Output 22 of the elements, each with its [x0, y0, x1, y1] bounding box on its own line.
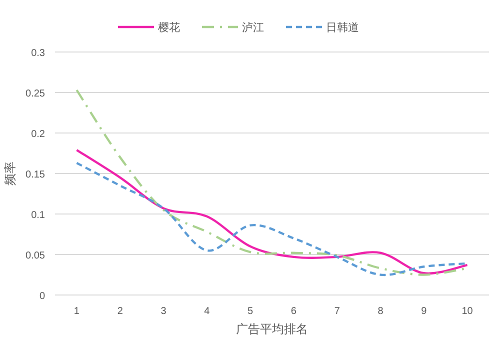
x-tick-label: 9	[421, 306, 428, 317]
x-tick-label: 2	[117, 306, 124, 317]
y-tick-label: 0.15	[26, 170, 46, 180]
x-axis-title: 广告平均排名	[236, 322, 308, 336]
x-tick-label: 3	[160, 306, 167, 317]
y-tick-label: 0.25	[26, 88, 46, 100]
legend-label: 日韩道	[326, 21, 359, 34]
x-tick-label: 5	[248, 306, 254, 317]
x-tick-label: 1	[74, 306, 80, 317]
x-tick-label: 7	[334, 306, 340, 317]
x-tick-label: 10	[462, 306, 474, 317]
y-tick-label: 0	[39, 291, 46, 302]
legend-label: 泸江	[242, 21, 264, 34]
legend-label: 樱花	[158, 21, 180, 34]
y-tick-label: 0.2	[31, 129, 46, 140]
y-tick-label: 0.3	[31, 48, 46, 59]
y-axis-title: 频率	[3, 162, 17, 186]
y-tick-label: 0.05	[26, 250, 46, 262]
y-tick-label: 0.1	[31, 210, 46, 221]
x-tick-label: 4	[204, 306, 210, 317]
x-tick-label: 6	[290, 306, 297, 317]
x-tick-label: 8	[378, 306, 384, 317]
